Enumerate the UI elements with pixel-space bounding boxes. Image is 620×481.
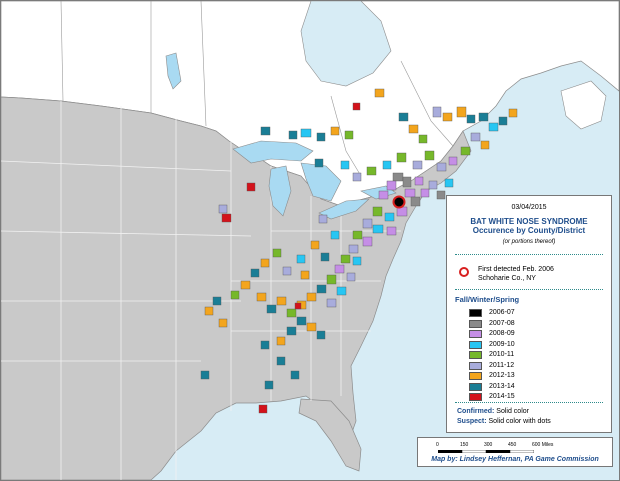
first-detected-marker (392, 195, 406, 209)
scale-tick: 600 Miles (532, 442, 554, 448)
first-detected-line2: Schoharie Co., NY (478, 275, 536, 282)
scale-tick: 0 (436, 442, 439, 448)
hudson-bay (300, 1, 392, 87)
legend-divider (455, 402, 603, 403)
legend-swatch-2012-13 (469, 372, 482, 380)
confirmed-text: Solid color (496, 408, 529, 415)
legend-divider (455, 289, 603, 290)
map-title: BAT WHITE NOSE SYNDROME Occurence by Cou… (447, 217, 611, 235)
legend-label-2013-14: 2013-14 (489, 382, 515, 390)
scale-tick: 300 (484, 442, 493, 448)
first-detected-line1: First detected Feb. 2006 (478, 266, 554, 273)
legend-swatch-2008-09 (469, 330, 482, 338)
legend-swatch-2014-15 (469, 393, 482, 401)
legend-panel: 03/04/2015 BAT WHITE NOSE SYNDROME Occur… (446, 195, 612, 433)
map-title-line1: BAT WHITE NOSE SYNDROME (470, 217, 588, 226)
suspect-label: Suspect: (457, 418, 487, 425)
legend-label-2008-09: 2008-09 (489, 330, 515, 337)
legend-label-2014-15: 2014-15 (489, 393, 515, 400)
legend-swatch-2013-14 (469, 382, 482, 391)
map-credit: Map by: Lindsey Heffernan, PA Game Commi… (431, 456, 599, 463)
legend-swatch-2009-10 (469, 340, 482, 349)
scale-and-credit: 0 150 300 450 600 Miles Map by: Lindsey Heff… (417, 437, 613, 467)
florida (298, 398, 362, 472)
confirmed-label: Confirmed: (457, 408, 495, 415)
scale-bar (438, 450, 534, 453)
legend-swatch-2011-12 (469, 361, 482, 370)
lake-winnipeg (165, 52, 182, 90)
lake-erie (318, 198, 370, 220)
lake-michigan (268, 165, 292, 217)
newfoundland (560, 80, 607, 130)
legend-label-2010-11: 2010-11 (489, 351, 515, 358)
legend-divider (455, 254, 603, 255)
legend-label-2007-08: 2007-08 (489, 319, 515, 327)
us-state-borders (1, 101, 401, 480)
lake-superior (232, 140, 314, 164)
map-subtitle: (or portions thereof) (502, 239, 556, 245)
season-title: Fall/Winter/Spring (455, 295, 520, 304)
legend-label-2011-12: 2011-12 (489, 361, 515, 369)
map-title-line2: Occurence by County/District (472, 226, 586, 235)
canada-province-borders (60, 1, 454, 177)
legend-swatch-2010-11 (469, 351, 482, 359)
legend-label-2009-10: 2009-10 (489, 340, 515, 348)
scale-tick: 150 (460, 442, 469, 448)
first-detected-icon (459, 267, 469, 277)
legend-swatch-2006-07 (469, 309, 482, 317)
confirmed-note: Confirmed: Solid color (457, 408, 529, 415)
suspect-note: Suspect: Solid color with dots (457, 418, 551, 425)
suspect-text: Solid color with dots (488, 418, 551, 425)
occurrence-patches (200, 88, 518, 414)
lake-huron (300, 162, 342, 202)
map-date: 03/04/2015 (511, 204, 547, 211)
scale-tick: 450 (508, 442, 517, 448)
legend-label-2006-07: 2006-07 (489, 309, 515, 316)
legend-label-2012-13: 2012-13 (489, 372, 515, 379)
legend-swatch-2007-08 (469, 319, 482, 328)
